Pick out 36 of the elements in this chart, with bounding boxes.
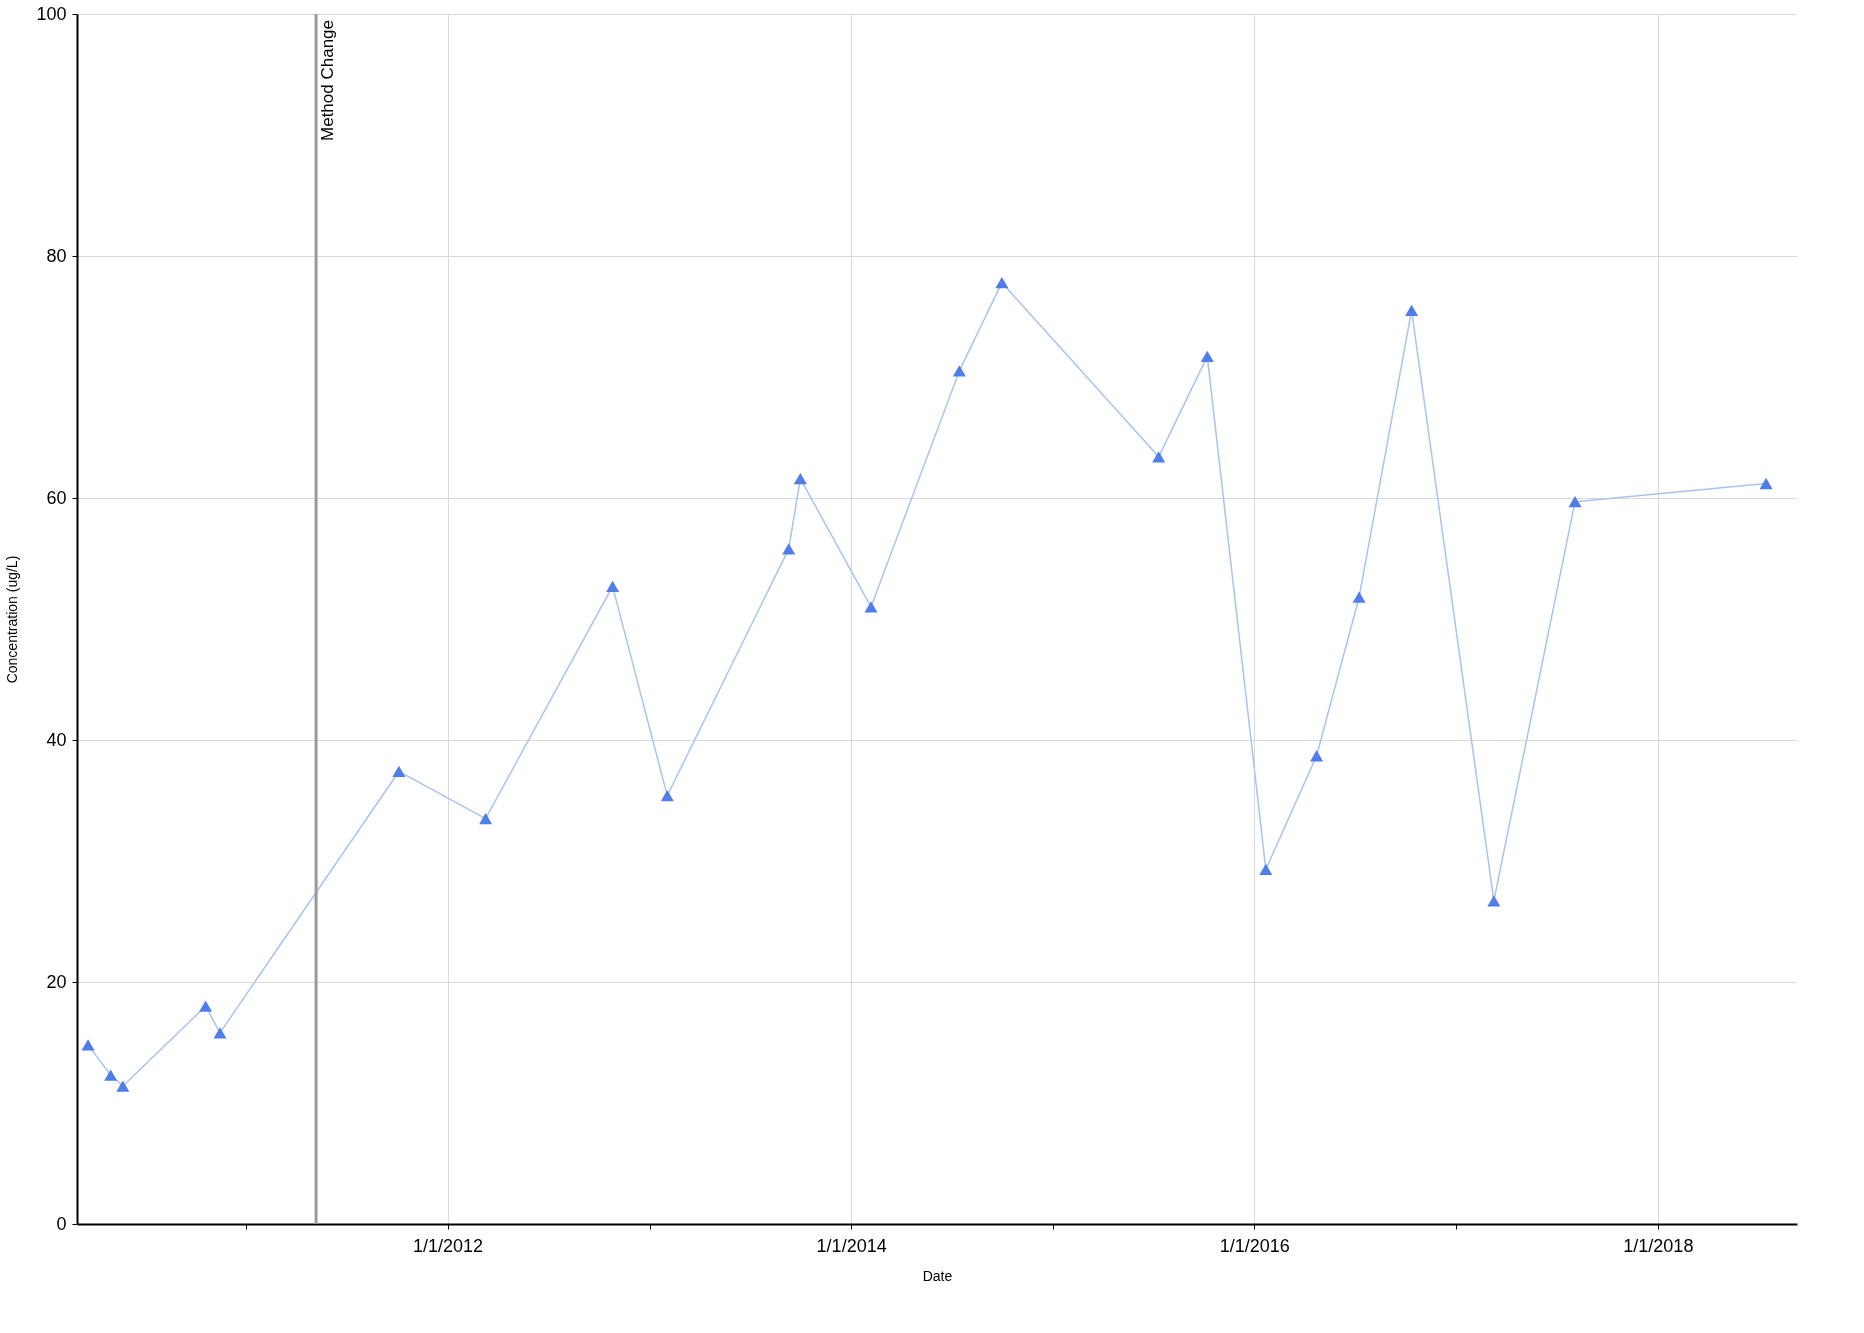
point xyxy=(1405,304,1419,317)
point xyxy=(1200,350,1214,363)
point xyxy=(1152,451,1166,463)
x-tick-label: 1/1/2016 xyxy=(1219,1235,1290,1256)
point xyxy=(1487,895,1501,907)
point xyxy=(1352,591,1366,603)
y-tick-label: 40 xyxy=(46,729,67,750)
point xyxy=(1310,750,1324,762)
y-tick-label: 20 xyxy=(46,971,67,992)
point xyxy=(952,365,966,377)
ref-line-label: Method Change xyxy=(318,20,338,141)
y-tick-label: 80 xyxy=(46,245,67,266)
y-tick-label: 60 xyxy=(46,487,67,508)
point xyxy=(793,472,807,485)
x-tick-label: 1/1/2014 xyxy=(816,1235,887,1256)
x-tick-label: 1/1/2012 xyxy=(412,1235,484,1256)
point xyxy=(660,790,674,802)
point xyxy=(81,1039,95,1051)
y-tick-label: 100 xyxy=(36,3,67,24)
point xyxy=(864,601,878,613)
point xyxy=(995,276,1009,289)
point xyxy=(1759,477,1773,490)
point xyxy=(479,813,493,825)
point xyxy=(199,1000,213,1012)
point xyxy=(1568,495,1582,508)
point xyxy=(392,765,406,778)
y-tick-label: 0 xyxy=(56,1213,67,1234)
point xyxy=(606,580,620,592)
point xyxy=(782,543,796,555)
x-tick-label: 1/1/2018 xyxy=(1623,1235,1694,1256)
point xyxy=(1259,863,1273,876)
x-axis-title: Date xyxy=(922,1267,953,1284)
point xyxy=(116,1080,130,1092)
y-axis-title: Concentration (ug/L) xyxy=(4,555,21,684)
point xyxy=(213,1027,227,1039)
point xyxy=(104,1069,118,1081)
